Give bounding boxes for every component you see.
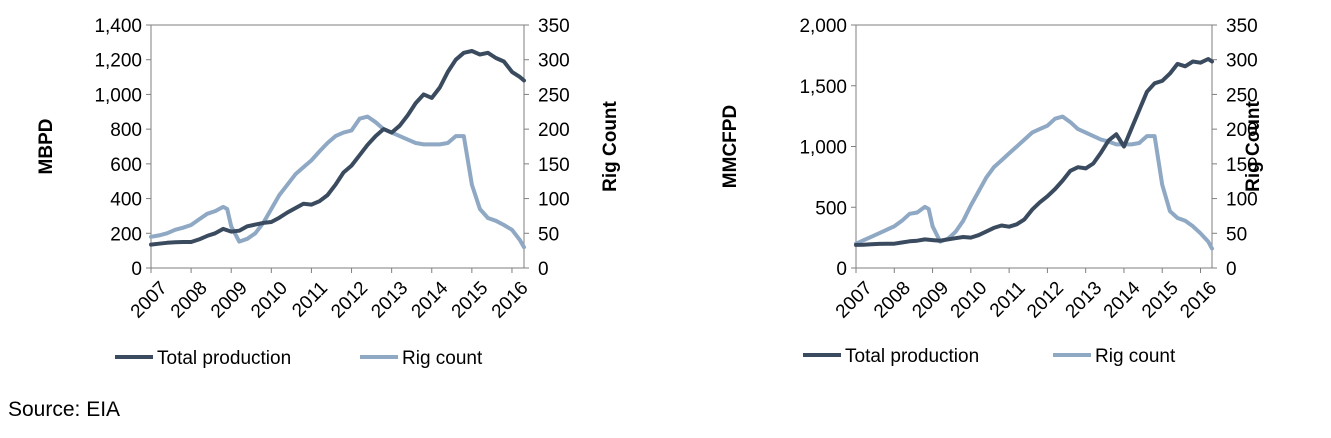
x-tick-label: 2016 <box>1176 278 1221 323</box>
y-tick-label: 200 <box>110 224 142 245</box>
y2-tick-label: 200 <box>1226 120 1258 141</box>
x-tick-label: 2010 <box>247 278 292 323</box>
y-tick-label: 1,000 <box>94 85 142 106</box>
x-tick-label: 2011 <box>288 278 332 322</box>
y2-tick-label: 50 <box>538 224 559 245</box>
y2-tick-label: 200 <box>538 120 570 141</box>
y-axis-title: MMCFPD <box>720 105 741 188</box>
x-tick-label: 2014 <box>1100 277 1145 322</box>
x-tick-label: 2010 <box>947 278 992 323</box>
series-line-total-production <box>149 49 526 247</box>
legend-label: Rig count <box>402 348 483 369</box>
y2-tick-label: 150 <box>1226 155 1258 176</box>
y2-tick-label: 50 <box>1226 224 1247 245</box>
chart-1-svg: 0 500 1,000 1,500 2,000 0 50 100 150 200 250 300 350… <box>720 16 1264 367</box>
plot-area <box>150 24 525 269</box>
x-tick-label: 2007 <box>127 278 172 323</box>
legend-label: Total production <box>845 346 979 367</box>
series-line-total-production <box>854 57 1214 247</box>
series-line-rig-count <box>149 114 526 250</box>
x-tick-label: 2009 <box>207 278 252 323</box>
y2-tick-label: 350 <box>538 16 570 37</box>
y2-tick-label: 250 <box>538 85 570 106</box>
x-tick-label: 2015 <box>448 278 493 323</box>
x-tick-label: 2008 <box>870 278 915 323</box>
x-tick-label: 2011 <box>986 278 1030 322</box>
x-tick-label: 2009 <box>908 278 953 323</box>
x-tick-label: 2012 <box>327 278 372 323</box>
y2-tick-label: 250 <box>1226 85 1258 106</box>
y-tick-label: 1,500 <box>799 77 847 98</box>
series-line-rig-count <box>854 114 1214 251</box>
y-tick-label: 400 <box>110 190 142 211</box>
x-tick-label: 2013 <box>1062 278 1107 323</box>
source-note: Source: EIA <box>8 398 121 421</box>
chart-0-svg: 0 200 400 600 800 1,000 1,200 1,400 0 50 100 150 200… <box>36 16 621 369</box>
y-tick-label: 1,200 <box>94 51 142 72</box>
x-tick-label: 2016 <box>488 278 533 323</box>
y2-tick-label: 100 <box>538 190 570 211</box>
x-tick-label: 2014 <box>408 277 453 322</box>
y-tick-label: 1,400 <box>94 16 142 37</box>
y-tick-label: 800 <box>110 120 142 141</box>
y-tick-label: 2,000 <box>799 16 847 37</box>
plot-area <box>855 24 1213 269</box>
chart-crude-production: 0 200 400 600 800 1,000 1,200 1,400 0 50 100 150 200… <box>0 0 660 385</box>
y2-axis-title: Rig Count <box>1243 100 1264 191</box>
y2-axis-title: Rig Count <box>600 100 621 191</box>
y-tick-label: 0 <box>836 259 847 280</box>
x-tick-label: 2007 <box>832 278 877 323</box>
y-tick-label: 500 <box>815 198 847 219</box>
x-tick-label: 2012 <box>1023 278 1068 323</box>
y2-tick-label: 300 <box>1226 51 1258 72</box>
y2-tick-label: 150 <box>538 155 570 176</box>
legend-label: Total production <box>157 348 291 369</box>
x-tick-label: 2008 <box>167 278 212 323</box>
chart-gas-production: 0 500 1,000 1,500 2,000 0 50 100 150 200 250 300 350… <box>690 0 1330 385</box>
x-tick-label: 2015 <box>1138 278 1183 323</box>
y2-tick-label: 0 <box>1226 259 1237 280</box>
y2-tick-label: 0 <box>538 259 549 280</box>
y2-tick-label: 100 <box>1226 190 1258 211</box>
y2-tick-label: 300 <box>538 51 570 72</box>
x-tick-label: 2013 <box>367 278 412 323</box>
y-tick-label: 0 <box>131 259 142 280</box>
legend-label: Rig count <box>1095 346 1176 367</box>
y-axis-title: MBPD <box>36 119 57 175</box>
y2-tick-label: 350 <box>1226 16 1258 37</box>
y-tick-label: 600 <box>110 155 142 176</box>
y-tick-label: 1,000 <box>799 138 847 159</box>
